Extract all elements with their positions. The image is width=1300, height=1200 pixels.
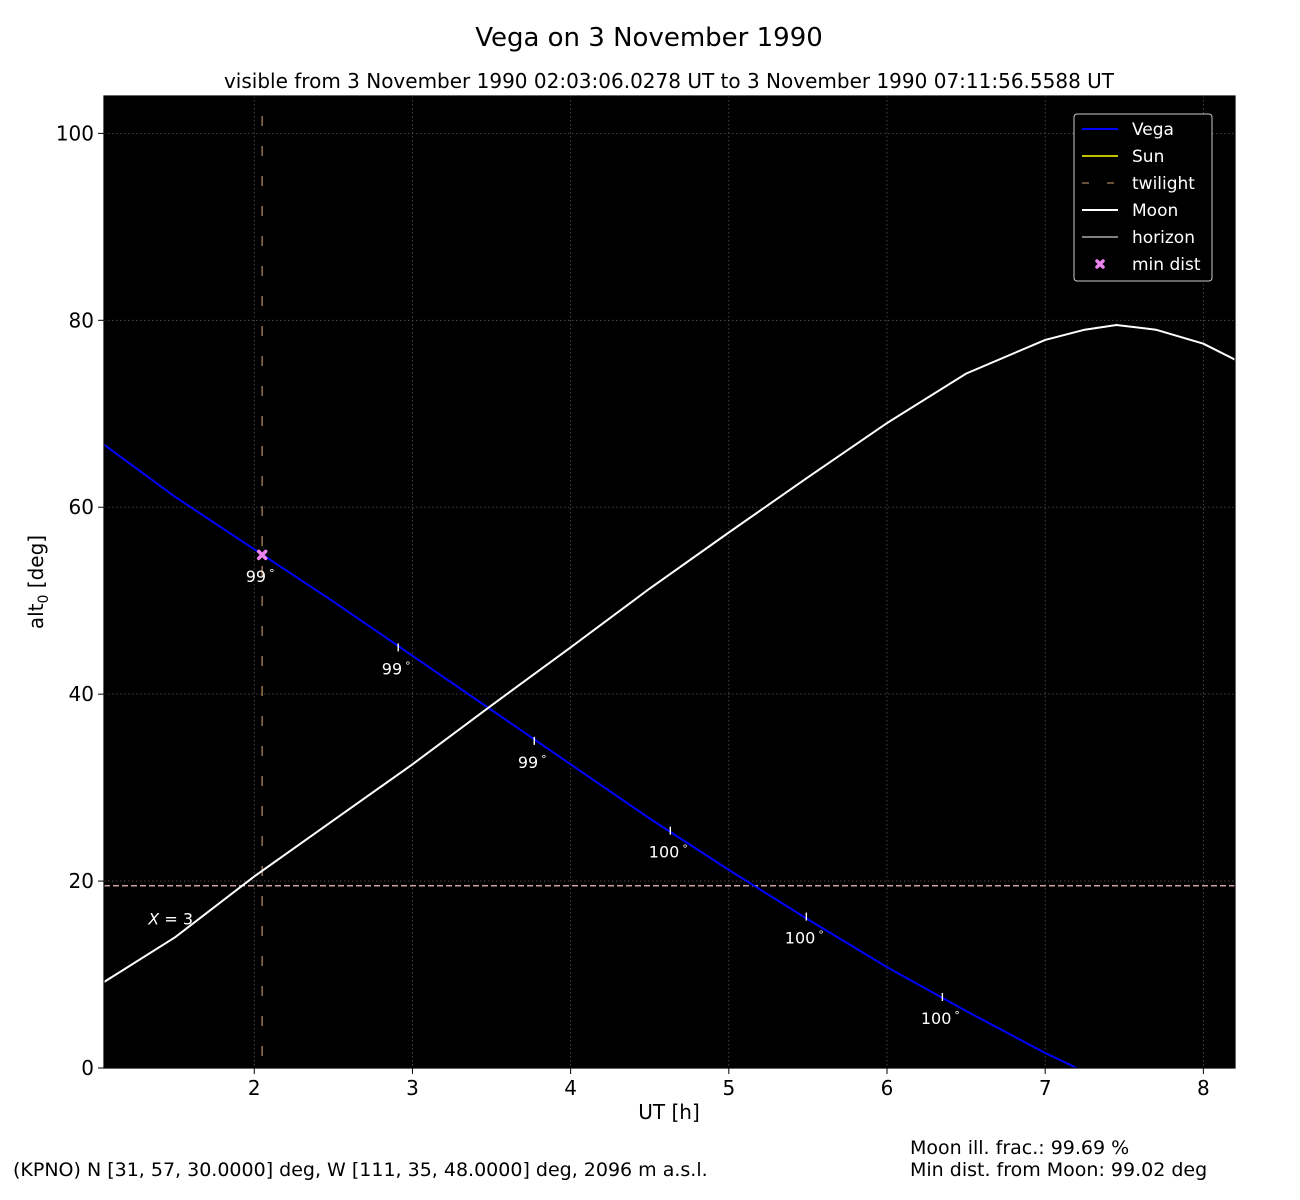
x-tick-label: 8	[1197, 1076, 1210, 1100]
distance-label-value: 100	[649, 843, 680, 862]
x-tick-label: 4	[564, 1076, 577, 1100]
legend-label-sun: Sun	[1132, 147, 1164, 167]
distance-label-value: 100	[921, 1009, 952, 1028]
x-tick-label: 7	[1039, 1076, 1052, 1100]
footer-moon-illumination: Moon ill. frac.: 99.69 %	[910, 1137, 1129, 1159]
distance-label: 99 °	[382, 659, 411, 678]
legend-swatch-min-dist	[1095, 259, 1105, 269]
y-tick-label: 0	[81, 1056, 94, 1080]
y-axis-label-sub: 0	[36, 595, 52, 604]
series-line-vega	[103, 443, 1078, 1069]
legend-label-vega: Vega	[1132, 120, 1174, 140]
x-tick-label: 6	[881, 1076, 894, 1100]
y-tick-label: 100	[56, 121, 94, 145]
series	[103, 323, 1236, 1069]
distance-label-unit: °	[269, 567, 275, 580]
reference-lines: X = 3	[104, 116, 1235, 1068]
y-axis-label-unit: [deg]	[24, 535, 48, 595]
distance-label: 100 °	[649, 843, 688, 862]
legend-label-moon: Moon	[1132, 201, 1178, 221]
airmass-label-value: = 3	[159, 909, 193, 928]
distance-label-value: 99	[246, 567, 266, 586]
distance-label-value: 99	[382, 659, 402, 678]
distance-label-unit: °	[682, 843, 688, 856]
chart-title: Vega on 3 November 1990	[475, 23, 823, 53]
footer-location: (KPNO) N [31, 57, 30.0000] deg, W [111, …	[13, 1159, 708, 1181]
x-tick-label: 2	[248, 1076, 261, 1100]
footer-min-distance: Min dist. from Moon: 99.02 deg	[910, 1159, 1207, 1181]
legend-label-horizon: horizon	[1132, 228, 1195, 248]
chart-subtitle: visible from 3 November 1990 02:03:06.02…	[224, 69, 1115, 93]
distance-label-value: 100	[785, 929, 816, 948]
series-line-moon	[103, 323, 1236, 983]
y-tick-label: 20	[69, 869, 94, 893]
y-axis-label: alt0 [deg]	[24, 535, 52, 629]
y-tick-label: 80	[69, 308, 94, 332]
distance-labels: 99 °99 °99 °100 °100 °100 °	[246, 567, 960, 1028]
legend-label-twilight: twilight	[1132, 174, 1195, 194]
distance-label-unit: °	[541, 753, 547, 766]
plot-frame	[103, 95, 1236, 1069]
distance-label: 99 °	[246, 567, 275, 586]
distance-label-unit: °	[954, 1009, 960, 1022]
distance-label: 100 °	[785, 929, 824, 948]
distance-label: 100 °	[921, 1009, 960, 1028]
y-axis-label-main: alt	[24, 603, 48, 629]
x-axis-label: UT [h]	[638, 1100, 700, 1124]
x-tick-label: 3	[406, 1076, 419, 1100]
legend: Vega Sun twilight Moon horizon min dist	[1073, 113, 1213, 282]
distance-label-unit: °	[405, 659, 411, 672]
plot-area	[104, 96, 1235, 1068]
x-tick-label: 5	[722, 1076, 735, 1100]
y-tick-label: 40	[69, 682, 94, 706]
legend-label-min-dist: min dist	[1132, 255, 1201, 275]
distance-label-value: 99	[518, 753, 538, 772]
distance-label-unit: °	[818, 929, 824, 942]
min-dist-marker	[256, 549, 268, 561]
markers	[256, 549, 268, 561]
y-tick-label: 60	[69, 495, 94, 519]
airmass-label: X = 3	[147, 909, 193, 928]
airmass-label-symbol: X	[147, 909, 160, 928]
distance-label: 99 °	[518, 753, 547, 772]
